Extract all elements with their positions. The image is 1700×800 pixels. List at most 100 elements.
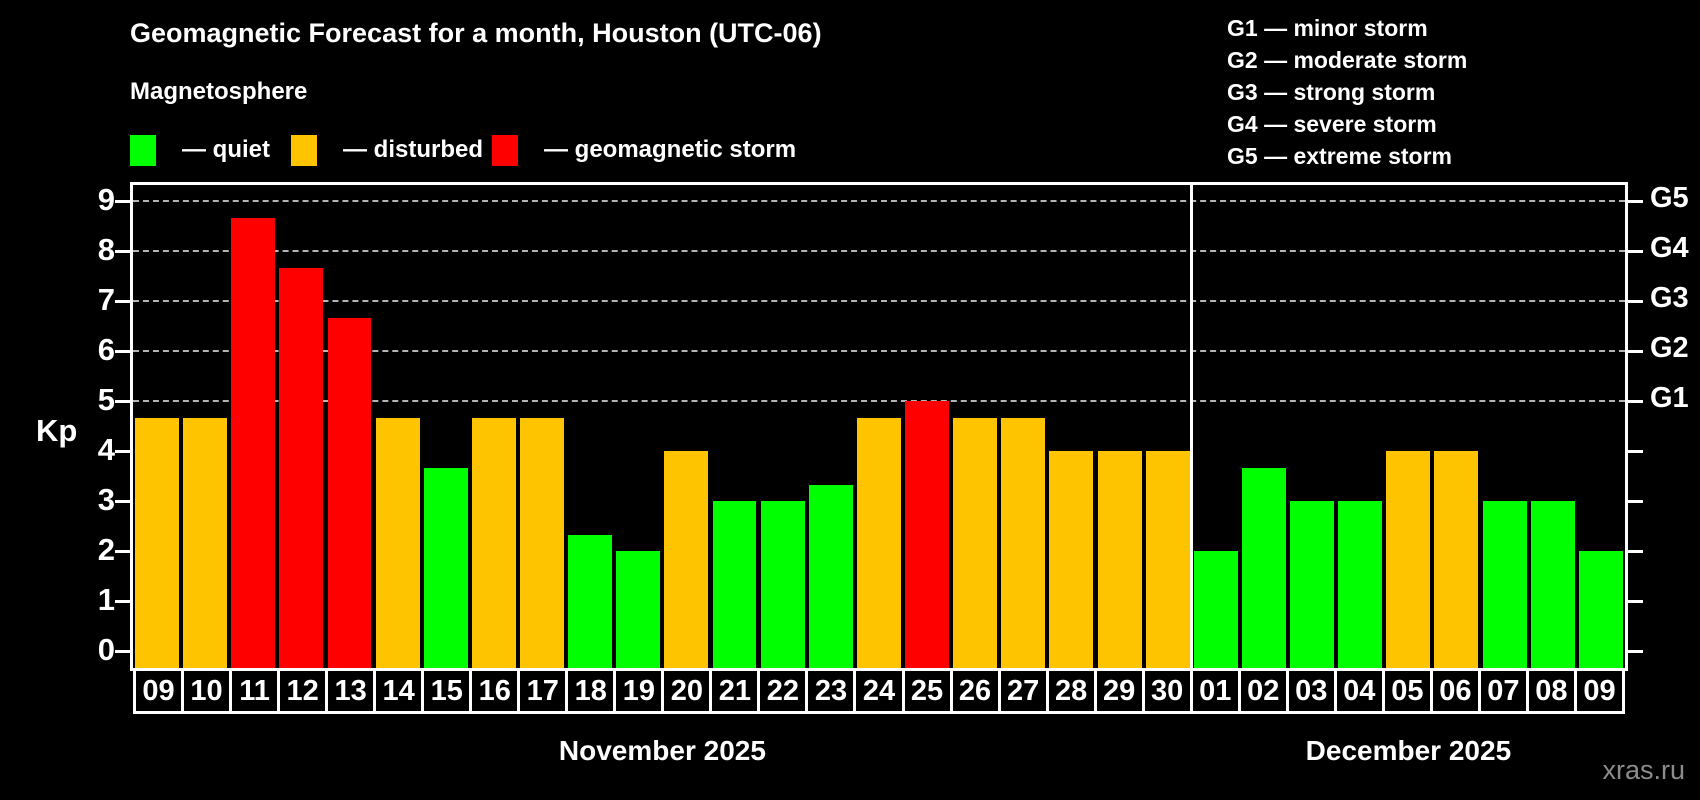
day-label: 29 xyxy=(1097,671,1145,711)
day-label: 17 xyxy=(520,671,569,711)
day-label: 11 xyxy=(232,671,281,711)
y-tick-label: 2 xyxy=(97,532,115,567)
kp-bar xyxy=(1049,451,1094,668)
month-divider xyxy=(1190,185,1194,668)
kp-bar xyxy=(135,417,179,668)
day-label: 26 xyxy=(953,671,1001,711)
y-axis-tick-right xyxy=(1628,549,1643,553)
legend-label: — disturbed xyxy=(343,136,484,163)
kp-bar xyxy=(1145,451,1190,668)
kp-bar xyxy=(1097,451,1142,668)
kp-bar xyxy=(471,417,516,668)
legend-item-storm: — geomagnetic storm xyxy=(492,134,796,166)
day-label: 18 xyxy=(568,671,617,711)
day-label: 14 xyxy=(376,671,425,711)
day-label: 19 xyxy=(616,671,665,711)
day-label: 16 xyxy=(472,671,521,711)
grid-line xyxy=(133,300,1625,302)
kp-bar xyxy=(568,534,613,668)
y-axis-tick-right xyxy=(1628,449,1643,453)
kp-bar xyxy=(856,417,901,668)
chart-subtitle: Magnetosphere xyxy=(130,78,308,105)
y-axis-tick-right xyxy=(1628,299,1643,303)
grid-line xyxy=(133,200,1625,202)
y-axis-tick-right xyxy=(1628,649,1643,653)
y-axis-tick-right xyxy=(1628,199,1643,203)
day-label: 21 xyxy=(712,671,761,711)
disturbed-swatch xyxy=(291,134,317,166)
kp-bar xyxy=(1193,551,1238,668)
day-label: 24 xyxy=(856,671,905,711)
kp-bar xyxy=(712,501,757,668)
y-axis-tick-left xyxy=(115,499,130,503)
y-axis-tick-right xyxy=(1628,599,1643,603)
month-label: November 2025 xyxy=(558,735,766,766)
kp-bar xyxy=(1482,501,1527,668)
y-axis-tick-left xyxy=(115,299,130,303)
day-label: 09 xyxy=(1583,674,1616,707)
day-label: 01 xyxy=(1193,671,1241,711)
kp-bar xyxy=(1338,501,1383,668)
y-axis-tick-right xyxy=(1628,499,1643,503)
day-label: 03 xyxy=(1289,671,1337,711)
day-label: 04 xyxy=(1337,671,1385,711)
day-label: 13 xyxy=(328,671,377,711)
y-tick-label: 7 xyxy=(97,282,115,317)
day-label: 23 xyxy=(808,671,857,711)
g-legend-item: G1 — minor storm xyxy=(1227,15,1428,41)
kp-bar xyxy=(664,451,709,668)
kp-bar xyxy=(1434,451,1479,668)
day-label: 10 xyxy=(184,671,233,711)
day-label: 20 xyxy=(664,671,713,711)
y-tick-label: 4 xyxy=(97,432,115,467)
g-legend-item: G2 — moderate storm xyxy=(1227,47,1468,73)
day-label: 27 xyxy=(1001,671,1049,711)
legend-item-disturbed: — disturbed xyxy=(291,134,483,166)
kp-bar xyxy=(953,417,998,668)
y-axis-tick-left xyxy=(115,599,130,603)
kp-bar xyxy=(375,417,420,668)
day-label: 08 xyxy=(1529,671,1577,711)
plot-area xyxy=(130,182,1628,671)
kp-bar xyxy=(616,551,661,668)
day-label: 28 xyxy=(1049,671,1097,711)
kp-bar xyxy=(760,501,805,668)
y-axis-tick-left xyxy=(115,199,130,203)
storm-swatch xyxy=(492,134,518,166)
g-level-label: G3 xyxy=(1650,282,1689,314)
grid-line xyxy=(133,250,1625,252)
day-label: 05 xyxy=(1385,671,1433,711)
day-label: 09 xyxy=(136,671,185,711)
kp-bar xyxy=(279,267,324,668)
kp-bar xyxy=(1290,501,1335,668)
kp-bar xyxy=(1578,551,1623,668)
kp-bar xyxy=(423,467,468,668)
g-level-label: G4 xyxy=(1650,232,1689,264)
y-tick-label: 0 xyxy=(97,632,115,667)
legend-label: — geomagnetic storm xyxy=(544,136,797,163)
g-level-label: G1 xyxy=(1650,382,1689,414)
kp-bar xyxy=(231,217,276,668)
day-label: 25 xyxy=(905,671,953,711)
day-label: 12 xyxy=(280,671,329,711)
g-legend-item: G5 — extreme storm xyxy=(1227,143,1452,169)
y-axis-tick-right xyxy=(1628,249,1643,253)
y-tick-label: 1 xyxy=(97,582,115,617)
kp-bar xyxy=(327,317,372,668)
y-axis-tick-left xyxy=(115,399,130,403)
kp-bar xyxy=(1530,501,1575,668)
y-tick-label: 8 xyxy=(97,232,115,267)
day-label: 22 xyxy=(760,671,809,711)
g-level-label: G5 xyxy=(1650,182,1689,214)
day-label: 15 xyxy=(424,671,473,711)
y-axis-tick-left xyxy=(115,549,130,553)
kp-bar xyxy=(1386,451,1431,668)
y-tick-label: 3 xyxy=(97,482,115,517)
watermark: xras.ru xyxy=(1602,755,1685,785)
y-axis-title: Kp xyxy=(36,413,78,448)
y-tick-label: 9 xyxy=(97,182,115,217)
y-axis-tick-right xyxy=(1628,399,1643,403)
y-axis-tick-right xyxy=(1628,349,1643,353)
chart-title: Geomagnetic Forecast for a month, Housto… xyxy=(130,18,822,48)
